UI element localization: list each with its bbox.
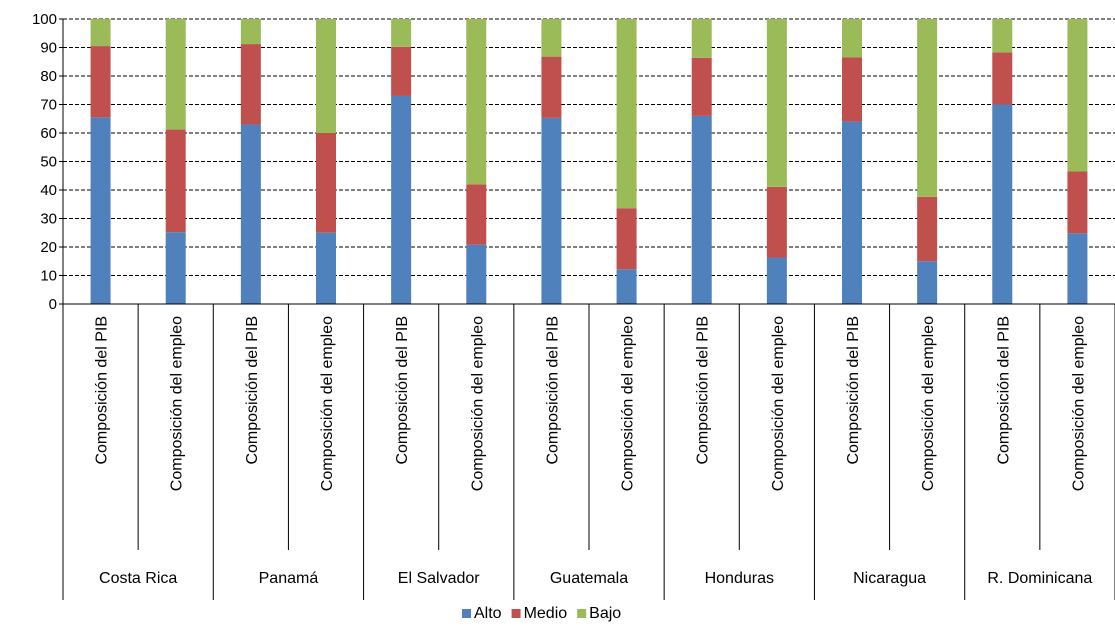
bar-segment <box>240 19 261 45</box>
bar-segment <box>90 46 111 118</box>
subcategory-label: Composición del empleo <box>770 316 787 491</box>
subcategory-label: Composición del empleo <box>169 316 186 491</box>
subcategory-label: Composición del PIB <box>845 316 862 465</box>
subcategory-label: Composición del PIB <box>995 316 1012 465</box>
axes <box>59 18 1115 600</box>
legend-swatch <box>577 609 587 618</box>
bar-segment <box>616 269 637 304</box>
bar-segment <box>917 196 938 262</box>
bar-segment <box>842 57 862 122</box>
bar-segment <box>842 19 862 58</box>
bar-segment <box>466 19 487 185</box>
subcategory-label: Composición del empleo <box>319 316 336 491</box>
bar-segment <box>541 19 562 57</box>
subcategory-label: Composición del empleo <box>620 316 637 491</box>
subcategory-label: Composición del PIB <box>695 316 712 465</box>
group-label: Honduras <box>705 570 774 587</box>
bar-segment <box>691 19 712 58</box>
bar-segment <box>917 261 938 304</box>
bar-segment <box>165 129 186 233</box>
bar-segment <box>616 208 637 270</box>
bar-segment <box>1067 19 1088 172</box>
y-tick-label: 60 <box>40 125 57 142</box>
y-tick-label: 70 <box>40 97 57 114</box>
y-tick-label: 10 <box>40 268 57 285</box>
y-tick-label: 30 <box>40 211 57 228</box>
bar-segment <box>691 57 712 116</box>
subcategory-label: Composición del PIB <box>94 316 111 465</box>
subcategory-label: Composición del PIB <box>244 316 261 465</box>
bar-segment <box>1067 233 1088 304</box>
legend-label: Alto <box>474 605 502 622</box>
subcategory-label: Composición del empleo <box>469 316 486 491</box>
legend: Alto Medio Bajo <box>462 605 621 622</box>
y-tick-label: 40 <box>40 182 57 199</box>
bar-segment <box>165 19 186 130</box>
bar-segment <box>316 232 336 304</box>
y-axis-tick-labels: 0 10 20 30 40 50 60 70 80 90 100 <box>32 11 57 313</box>
bar-segment <box>466 184 487 245</box>
bar-segment <box>1067 171 1088 234</box>
bar-segment <box>691 115 712 305</box>
y-tick-label: 0 <box>49 296 57 313</box>
bar-segment <box>391 95 412 304</box>
y-tick-label: 20 <box>40 239 57 256</box>
bar-segment <box>766 19 787 187</box>
group-label: Costa Rica <box>99 570 177 587</box>
bar-segment <box>90 117 111 304</box>
y-tick-label: 80 <box>40 68 57 85</box>
bar-segment <box>992 19 1013 53</box>
subcategory-label: Composición del PIB <box>544 316 561 465</box>
bar-segment <box>842 121 862 304</box>
bar-segment <box>391 19 412 47</box>
bars <box>90 19 1088 305</box>
group-label: El Salvador <box>398 570 480 587</box>
group-label: Guatemala <box>550 570 628 587</box>
bar-segment <box>766 186 787 258</box>
bar-segment <box>616 19 637 209</box>
bar-segment <box>992 104 1013 304</box>
group-label: Panamá <box>259 570 319 587</box>
subcategory-label: Composición del PIB <box>394 316 411 465</box>
bar-segment <box>316 133 336 233</box>
bar-segment <box>165 232 186 304</box>
bar-segment <box>541 117 562 305</box>
bar-segment <box>917 19 938 197</box>
x-axis-labels: Composición del PIB Composición del emple… <box>94 316 1093 587</box>
bar-segment <box>240 124 261 304</box>
y-tick-label: 90 <box>40 40 57 57</box>
legend-label: Bajo <box>589 605 621 622</box>
bar-segment <box>240 44 261 125</box>
legend-swatch <box>511 609 521 618</box>
bar-segment <box>541 56 562 118</box>
y-tick-label: 50 <box>40 154 57 171</box>
subcategory-label: Composición del empleo <box>1070 316 1087 491</box>
bar-segment <box>316 19 336 133</box>
bar-segment <box>766 257 787 304</box>
subcategory-label: Composición del empleo <box>920 316 937 491</box>
bar-segment <box>90 19 111 47</box>
group-label: R. Dominicana <box>987 570 1092 587</box>
legend-label: Medio <box>524 605 568 622</box>
bar-segment <box>466 244 487 304</box>
bar-segment <box>992 52 1013 105</box>
gridlines <box>63 18 1115 276</box>
y-tick-label: 100 <box>32 11 57 28</box>
group-label: Nicaragua <box>853 570 926 587</box>
bar-segment <box>391 46 412 96</box>
legend-swatch <box>462 609 471 618</box>
